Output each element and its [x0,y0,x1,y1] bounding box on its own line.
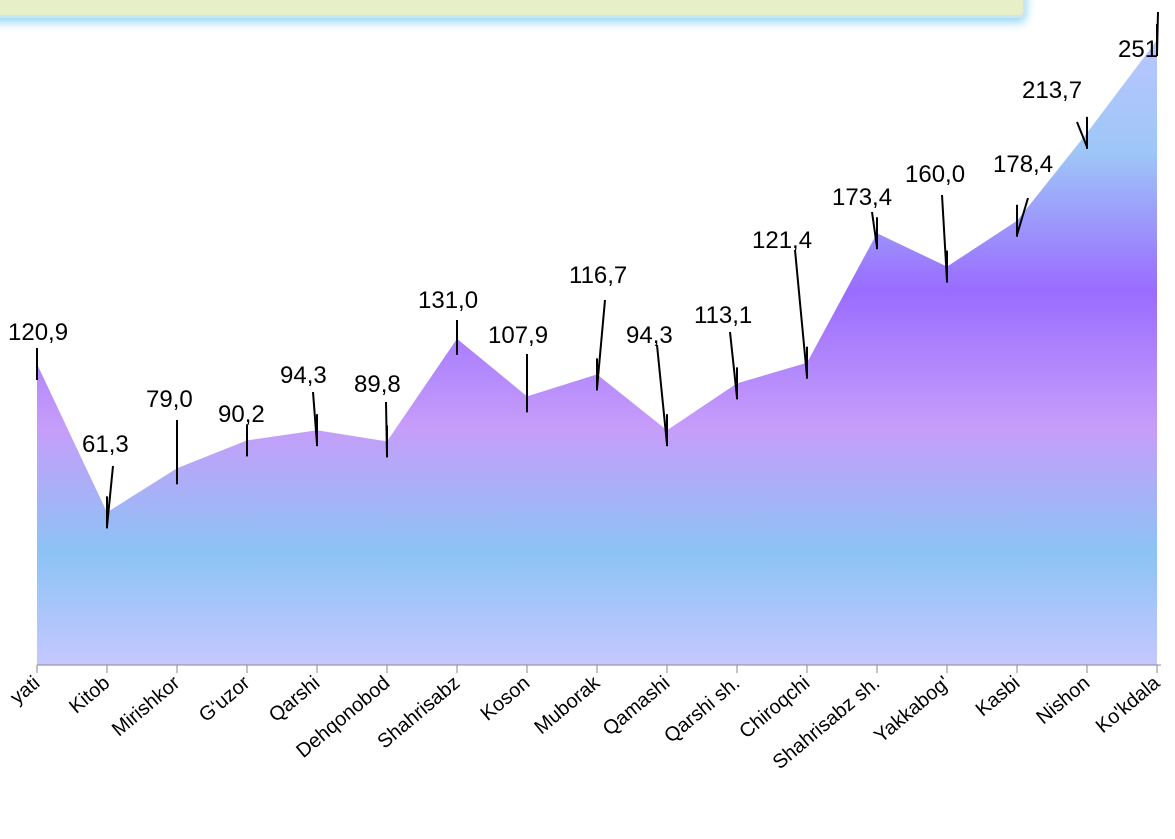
leader-line [729,331,738,398]
leader-line [1076,121,1088,148]
data-label: 90,2 [218,401,265,428]
leader-line [656,344,668,445]
x-tick-label: Qarshi [265,672,324,727]
x-tick-label: Qarshi sh. [660,672,744,747]
data-label: 61,3 [82,431,129,458]
leader-line [1016,197,1029,236]
data-label: 94,3 [280,362,327,389]
data-label: 213,7 [1022,77,1082,104]
data-label: 79,0 [146,386,193,413]
x-tick-label: Kitob [65,672,114,718]
data-label: 160,0 [905,161,965,188]
x-tick-label: Kasbi [972,672,1024,721]
x-tick-label: yati [6,672,44,709]
data-label: 113,1 [694,302,752,329]
data-label: 107,9 [488,322,548,349]
x-tick-label: G‘uzor [195,672,255,727]
data-label: 251 [1118,36,1158,63]
leader-line [794,249,808,377]
title-banner [0,0,1026,18]
x-tick-label: Muborak [530,671,605,739]
data-label: 120,9 [8,319,68,346]
data-label: 116,7 [569,262,627,289]
series-area [37,40,1157,665]
x-tick-label: Nishon [1032,672,1094,729]
x-tick-label: Koson [477,672,535,725]
data-label: 94,3 [626,322,673,349]
x-tick-label: Ko'kdala [1092,671,1165,737]
x-tick-label: Yakkabog' [870,672,954,748]
data-label: 121,4 [752,227,812,254]
data-label: 89,8 [354,371,401,398]
leader-line [596,299,606,389]
data-label: 178,4 [993,151,1053,178]
data-label: 173,4 [832,184,892,211]
data-label: 131,0 [418,287,478,314]
x-tick-label: Mirishkor [108,672,185,741]
